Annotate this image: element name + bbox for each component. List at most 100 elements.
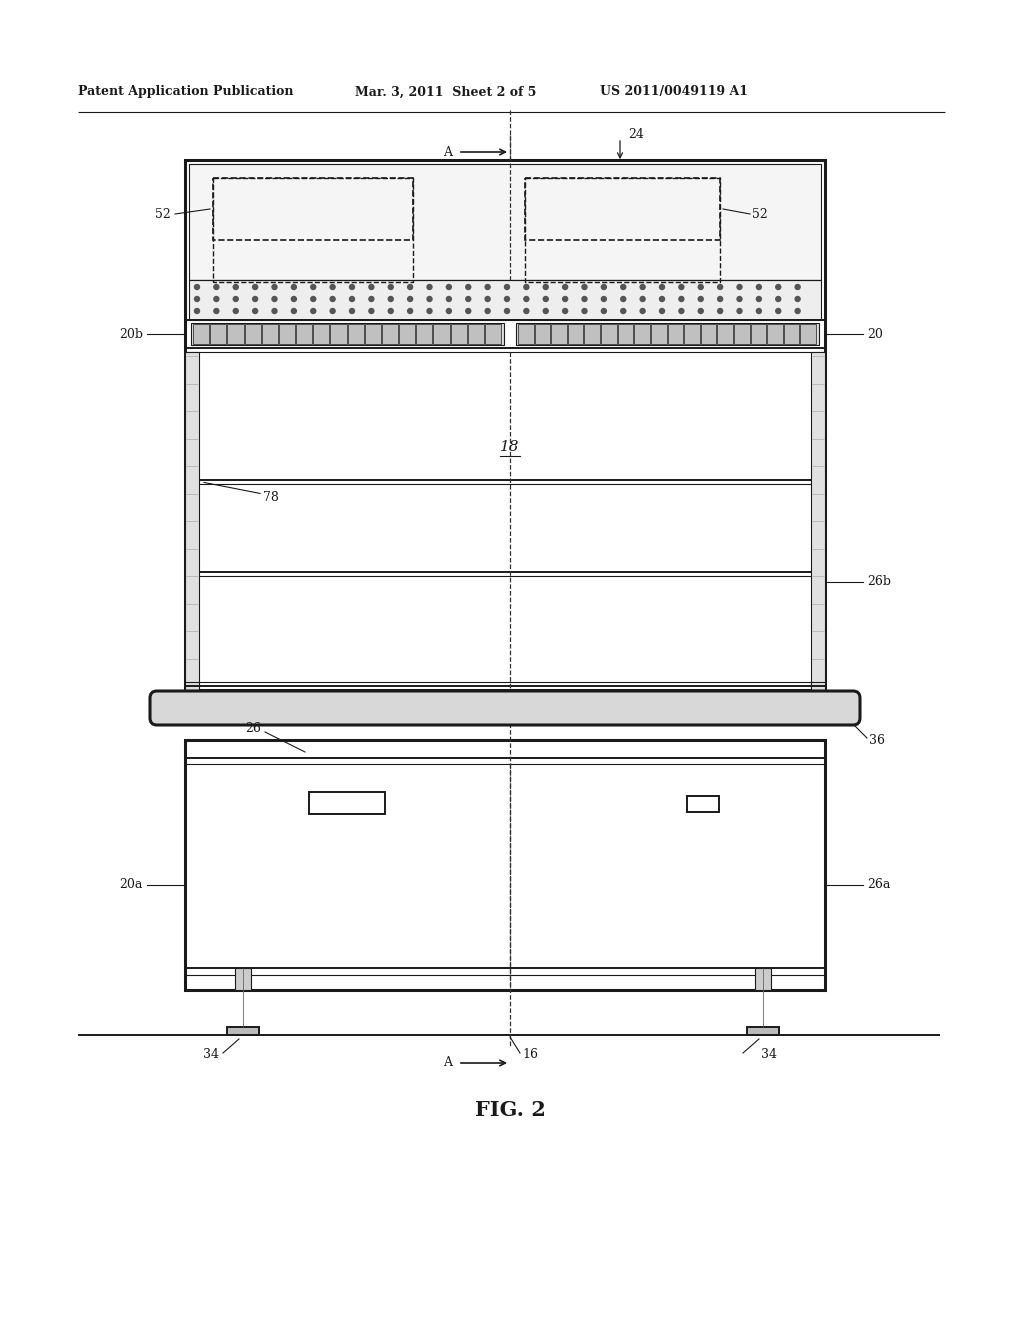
Bar <box>213 178 413 282</box>
Circle shape <box>582 297 587 301</box>
Circle shape <box>446 297 452 301</box>
Bar <box>668 323 683 345</box>
Circle shape <box>659 285 665 289</box>
Circle shape <box>776 309 780 314</box>
Bar <box>601 323 616 345</box>
Circle shape <box>233 297 239 301</box>
Circle shape <box>408 285 413 289</box>
Bar <box>433 323 450 345</box>
Text: 26: 26 <box>245 722 261 734</box>
Circle shape <box>349 285 354 289</box>
Bar <box>801 323 816 345</box>
Circle shape <box>659 297 665 301</box>
Bar <box>718 323 733 345</box>
Bar <box>365 323 381 345</box>
Circle shape <box>757 297 762 301</box>
Text: 34: 34 <box>203 1048 219 1061</box>
Bar <box>227 1027 259 1035</box>
Bar <box>331 323 346 345</box>
Circle shape <box>485 309 490 314</box>
Bar <box>811 352 825 690</box>
Circle shape <box>369 285 374 289</box>
Circle shape <box>408 297 413 301</box>
Bar <box>535 323 550 345</box>
Circle shape <box>544 297 548 301</box>
Bar <box>245 323 261 345</box>
Bar <box>687 796 719 812</box>
Circle shape <box>640 285 645 289</box>
Bar <box>347 323 364 345</box>
Circle shape <box>582 285 587 289</box>
Circle shape <box>388 285 393 289</box>
Circle shape <box>427 309 432 314</box>
Bar <box>734 323 750 345</box>
Circle shape <box>776 285 780 289</box>
Circle shape <box>233 285 239 289</box>
Text: 16: 16 <box>522 1048 538 1061</box>
Circle shape <box>795 285 800 289</box>
Circle shape <box>621 297 626 301</box>
Circle shape <box>621 285 626 289</box>
Circle shape <box>679 285 684 289</box>
Text: 26b: 26b <box>867 576 891 589</box>
Bar <box>783 323 800 345</box>
Text: A: A <box>443 145 452 158</box>
Bar <box>516 323 819 345</box>
Circle shape <box>466 285 471 289</box>
Circle shape <box>408 309 413 314</box>
Circle shape <box>757 309 762 314</box>
Text: 20b: 20b <box>119 327 143 341</box>
Circle shape <box>524 297 528 301</box>
Circle shape <box>310 297 315 301</box>
Bar <box>189 164 821 280</box>
Bar <box>213 178 413 240</box>
Bar <box>551 323 567 345</box>
Text: 24: 24 <box>628 128 644 140</box>
Circle shape <box>233 309 239 314</box>
Circle shape <box>757 285 762 289</box>
Text: FIG. 2: FIG. 2 <box>474 1100 546 1119</box>
Text: 52: 52 <box>752 207 768 220</box>
Bar <box>755 968 771 990</box>
Text: A: A <box>443 1056 452 1069</box>
Bar <box>227 323 244 345</box>
Circle shape <box>698 285 703 289</box>
Circle shape <box>737 285 742 289</box>
Circle shape <box>330 309 335 314</box>
Circle shape <box>485 285 490 289</box>
Text: Mar. 3, 2011  Sheet 2 of 5: Mar. 3, 2011 Sheet 2 of 5 <box>355 86 537 99</box>
Circle shape <box>446 309 452 314</box>
Bar <box>193 323 209 345</box>
Circle shape <box>544 285 548 289</box>
Text: 26a: 26a <box>867 879 891 891</box>
Bar <box>518 323 534 345</box>
Bar <box>296 323 312 345</box>
Circle shape <box>582 309 587 314</box>
Bar <box>451 323 467 345</box>
Bar <box>262 323 278 345</box>
Bar <box>585 323 600 345</box>
Circle shape <box>388 297 393 301</box>
Text: 20: 20 <box>867 327 883 341</box>
Circle shape <box>698 309 703 314</box>
Bar <box>525 178 720 282</box>
Text: 20a: 20a <box>120 879 143 891</box>
Text: 36: 36 <box>869 734 885 747</box>
Circle shape <box>369 297 374 301</box>
Text: 52: 52 <box>156 207 171 220</box>
Circle shape <box>621 309 626 314</box>
Bar <box>309 792 385 814</box>
Circle shape <box>776 297 780 301</box>
Circle shape <box>718 297 723 301</box>
Bar <box>399 323 415 345</box>
Bar <box>468 323 483 345</box>
Bar <box>651 323 667 345</box>
Bar <box>617 323 633 345</box>
Bar <box>185 352 199 690</box>
Circle shape <box>679 309 684 314</box>
Circle shape <box>679 297 684 301</box>
Bar <box>210 323 226 345</box>
Circle shape <box>253 297 258 301</box>
Circle shape <box>427 285 432 289</box>
Circle shape <box>310 309 315 314</box>
